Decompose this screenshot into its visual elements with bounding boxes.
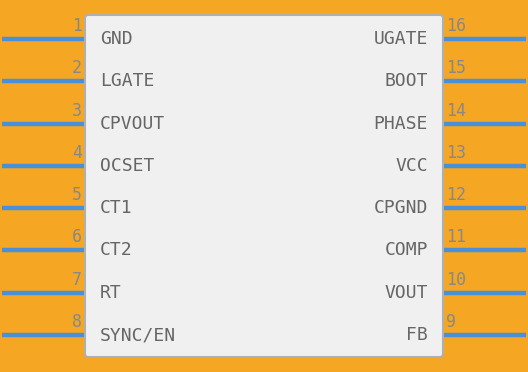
Text: 1: 1	[72, 17, 82, 35]
Text: GND: GND	[100, 30, 133, 48]
Text: 10: 10	[446, 271, 466, 289]
Text: 14: 14	[446, 102, 466, 119]
Text: RT: RT	[100, 284, 122, 302]
Text: LGATE: LGATE	[100, 72, 154, 90]
Text: 4: 4	[72, 144, 82, 162]
Text: 6: 6	[72, 228, 82, 246]
Text: 9: 9	[446, 313, 456, 331]
Text: SYNC/EN: SYNC/EN	[100, 326, 176, 344]
Text: 12: 12	[446, 186, 466, 204]
Text: OCSET: OCSET	[100, 157, 154, 175]
Text: 11: 11	[446, 228, 466, 246]
Text: 5: 5	[72, 186, 82, 204]
Text: COMP: COMP	[384, 241, 428, 259]
Text: FB: FB	[406, 326, 428, 344]
Text: VCC: VCC	[395, 157, 428, 175]
Text: 2: 2	[72, 59, 82, 77]
Text: 13: 13	[446, 144, 466, 162]
Text: 3: 3	[72, 102, 82, 119]
Text: VOUT: VOUT	[384, 284, 428, 302]
Text: 8: 8	[72, 313, 82, 331]
Text: CPGND: CPGND	[374, 199, 428, 217]
Text: 7: 7	[72, 271, 82, 289]
Text: BOOT: BOOT	[384, 72, 428, 90]
FancyBboxPatch shape	[85, 15, 443, 357]
Text: 15: 15	[446, 59, 466, 77]
Text: 16: 16	[446, 17, 466, 35]
Text: CT1: CT1	[100, 199, 133, 217]
Text: UGATE: UGATE	[374, 30, 428, 48]
Text: PHASE: PHASE	[374, 115, 428, 132]
Text: CT2: CT2	[100, 241, 133, 259]
Text: CPVOUT: CPVOUT	[100, 115, 165, 132]
